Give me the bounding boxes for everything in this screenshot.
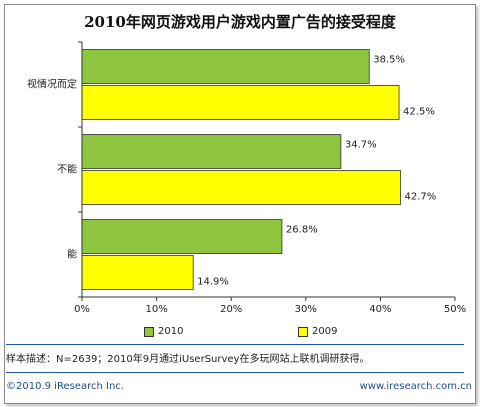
divider-top (6, 344, 464, 345)
website-text: www.iresearch.com.cn (359, 381, 472, 392)
x-tick-label-2: 20% (220, 304, 242, 315)
data-label-2009-1: 42.7% (405, 192, 437, 203)
bar-2010-0 (81, 49, 370, 84)
category-label-1: 不能 (57, 163, 77, 176)
bar-2009-0 (81, 85, 400, 120)
data-label-2010-0: 38.5% (373, 55, 405, 66)
x-tick-label-4: 40% (369, 304, 391, 315)
legend-swatch-2010 (144, 326, 154, 337)
x-tick-label-3: 30% (295, 304, 317, 315)
bar-2009-1 (81, 170, 401, 205)
x-tick-label-1: 10% (145, 304, 167, 315)
legend-label-2009: 2009 (312, 326, 338, 337)
bar-2010-2 (81, 219, 283, 254)
category-label-2: 能 (67, 248, 77, 261)
data-label-2009-0: 42.5% (403, 107, 435, 118)
x-tick-label-5: 50% (444, 304, 466, 315)
legend-swatch-2009 (298, 326, 308, 337)
legend-label-2010: 2010 (158, 326, 184, 337)
copyright-text: ©2010.9 iResearch Inc. (6, 381, 124, 392)
chart-title: 2010年网页游戏用户游戏内置广告的接受程度 (84, 13, 396, 31)
data-label-2009-2: 14.9% (197, 277, 229, 288)
category-label-0: 视情况而定 (27, 78, 77, 91)
data-label-2010-1: 34.7% (345, 140, 377, 151)
x-tick-label-0: 0% (74, 304, 90, 315)
divider-bottom (6, 372, 464, 373)
sample-note: 样本描述：N=2639；2010年9月通过iUserSurvey在多玩网站上联机… (6, 354, 370, 365)
legend-item-2009: 2009 (298, 326, 337, 337)
data-label-2010-2: 26.8% (286, 225, 318, 236)
bar-chart: 38.5% 42.5% 视情况而定 34.7% 42.7% 不能 26.8% 14.9% 能 0%… (27, 41, 466, 315)
bar-2010-1 (81, 134, 342, 169)
legend-item-2010: 2010 (144, 326, 183, 337)
bar-2009-2 (81, 255, 194, 290)
